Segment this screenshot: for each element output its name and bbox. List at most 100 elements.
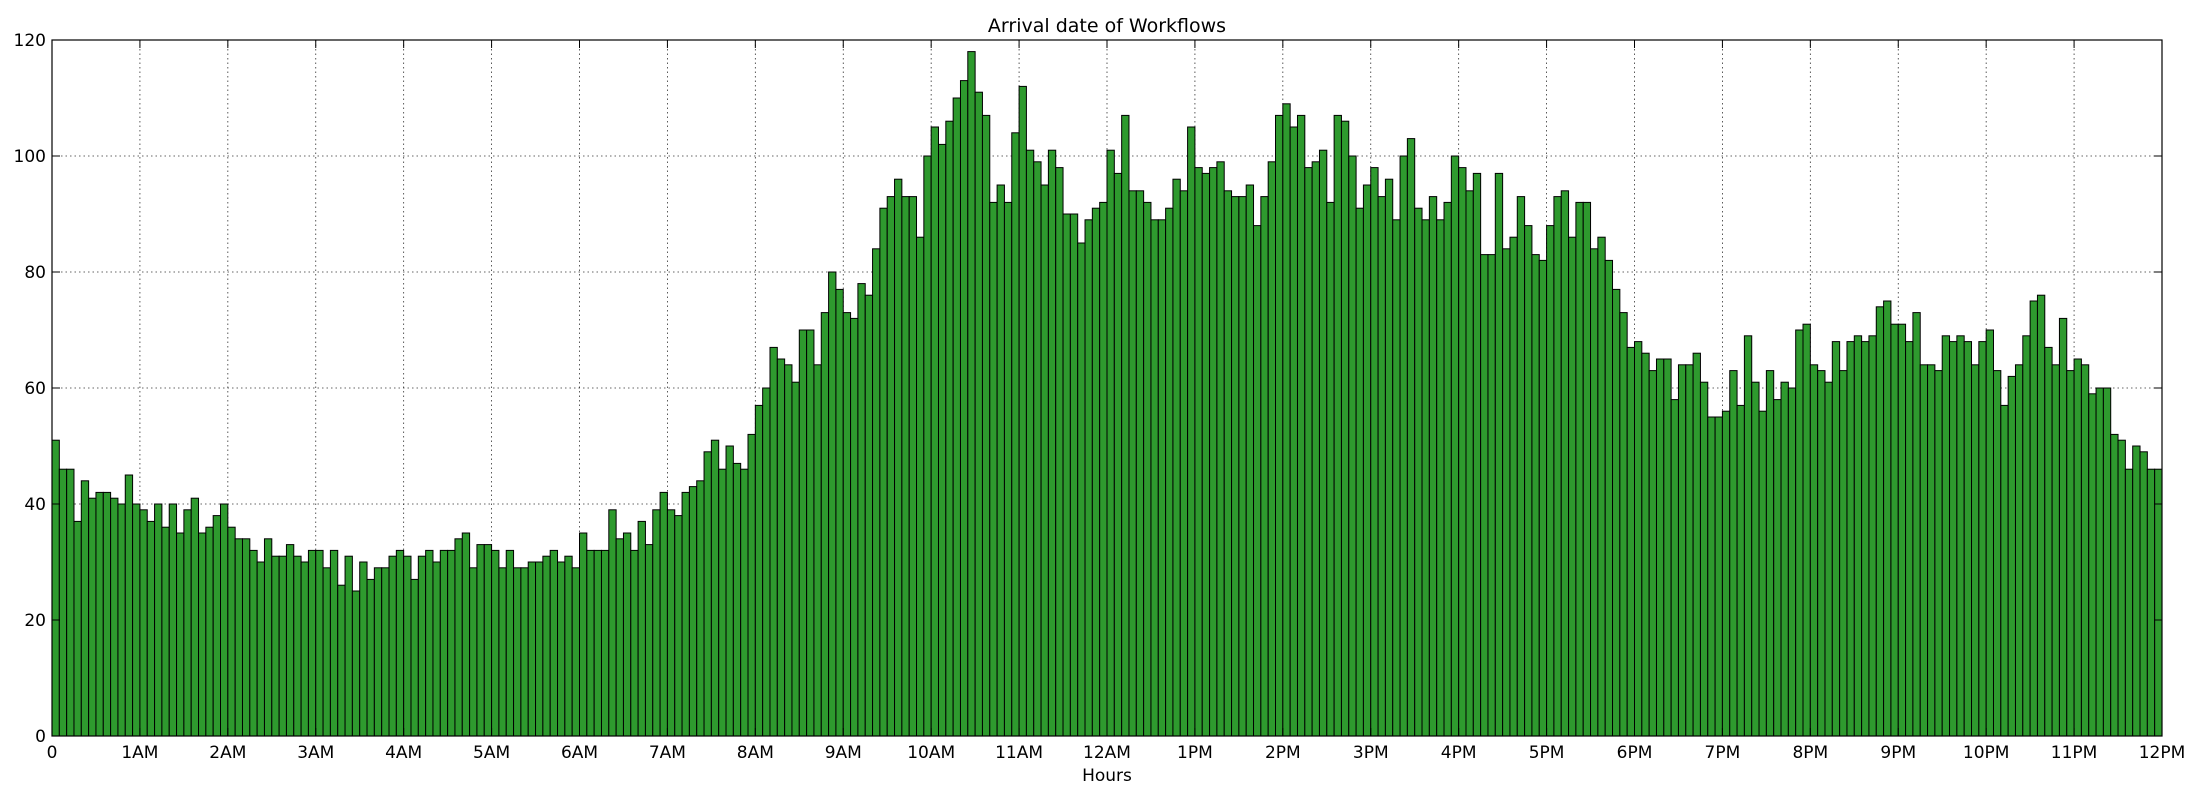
histogram-bar xyxy=(212,515,222,737)
histogram-bar xyxy=(1516,196,1526,737)
histogram-bar xyxy=(1758,410,1767,737)
histogram-bar xyxy=(425,549,434,737)
y-tick-label: 0 xyxy=(35,727,46,747)
histogram-bar xyxy=(1685,364,1694,737)
histogram-bar xyxy=(1919,364,1929,737)
histogram-bar xyxy=(1802,323,1811,737)
histogram-bar xyxy=(88,497,97,737)
histogram-bar xyxy=(1751,381,1760,737)
histogram-bar xyxy=(652,509,661,737)
histogram-bar xyxy=(1084,219,1093,737)
histogram-bar xyxy=(1612,288,1621,737)
histogram-bar xyxy=(732,462,742,737)
x-tick-label: 1PM xyxy=(1177,743,1213,763)
histogram-bar xyxy=(95,491,104,737)
histogram-bar xyxy=(637,520,646,737)
histogram-bar xyxy=(1113,172,1123,737)
histogram-bar xyxy=(1472,172,1482,737)
histogram-bar xyxy=(1245,184,1255,737)
histogram-bar xyxy=(1282,103,1291,737)
histogram-bar xyxy=(491,549,500,737)
x-tick-label: 0 xyxy=(47,743,58,763)
histogram-bar xyxy=(110,497,119,737)
x-tick-label: 3PM xyxy=(1353,743,1389,763)
histogram-bar xyxy=(1824,381,1833,737)
histogram-bar xyxy=(1450,155,1460,737)
histogram-bar xyxy=(1619,312,1628,737)
histogram-bar xyxy=(359,561,368,737)
histogram-bar xyxy=(1560,190,1570,737)
histogram-bar xyxy=(1311,161,1320,737)
histogram-bar xyxy=(630,549,639,737)
histogram-bar xyxy=(461,532,471,737)
histogram-bar xyxy=(1494,172,1504,737)
histogram-bar xyxy=(1062,213,1071,737)
histogram-bar xyxy=(1143,201,1152,737)
histogram-bars xyxy=(51,51,2163,737)
histogram-bar xyxy=(2088,393,2097,737)
histogram-bar xyxy=(1047,149,1057,737)
x-tick-label: 6AM xyxy=(561,743,598,763)
histogram-bar xyxy=(1927,364,1936,737)
y-tick-label: 80 xyxy=(24,263,46,283)
histogram-bar xyxy=(1033,161,1042,737)
histogram-bar xyxy=(271,555,280,737)
x-axis-label: Hours xyxy=(1082,766,1132,786)
histogram-bar xyxy=(784,364,793,737)
histogram-bar xyxy=(923,155,932,737)
histogram-bar xyxy=(850,317,859,737)
histogram-bar xyxy=(2132,445,2141,737)
x-tick-label: 9AM xyxy=(825,743,862,763)
histogram-bar xyxy=(80,480,90,737)
histogram-bar xyxy=(1040,184,1049,737)
x-tick-label: 11AM xyxy=(995,743,1043,763)
histogram-bar xyxy=(498,567,507,737)
histogram-bar xyxy=(1121,114,1130,737)
histogram-bar xyxy=(937,143,947,737)
histogram-bar xyxy=(703,451,712,737)
x-tick-label: 9PM xyxy=(1880,743,1916,763)
x-tick-label: 1AM xyxy=(121,743,158,763)
histogram-bar xyxy=(351,590,361,737)
histogram-bar xyxy=(1209,167,1218,737)
histogram-bar xyxy=(2022,335,2031,737)
histogram-bar xyxy=(1817,370,1826,737)
histogram-bar xyxy=(256,561,265,737)
histogram-bar xyxy=(403,555,412,737)
histogram-bar xyxy=(102,491,112,737)
histogram-bar xyxy=(1524,225,1533,737)
axis-ticks xyxy=(51,39,2163,737)
histogram-bar xyxy=(908,196,918,737)
histogram-bar xyxy=(520,567,529,737)
histogram-bar xyxy=(527,561,537,737)
histogram-bar xyxy=(1157,219,1167,737)
histogram-bar xyxy=(1187,126,1196,737)
histogram-bar xyxy=(1729,370,1738,737)
histogram-bar xyxy=(1025,149,1035,737)
histogram-bar xyxy=(820,312,830,737)
histogram-bar xyxy=(1971,364,1980,737)
histogram-bar xyxy=(1069,213,1079,737)
histogram-bar xyxy=(1890,323,1899,737)
histogram-bar xyxy=(483,544,493,737)
histogram-bar xyxy=(307,549,317,737)
histogram-bar xyxy=(205,526,214,737)
histogram-bar xyxy=(344,555,353,737)
histogram-bar xyxy=(139,509,148,737)
histogram-bar xyxy=(1260,196,1269,737)
histogram-bar xyxy=(1384,178,1394,737)
histogram-bar xyxy=(1597,236,1606,737)
histogram-bar xyxy=(1692,352,1701,737)
histogram-bar xyxy=(952,97,961,737)
histogram-bar xyxy=(1934,370,1943,737)
histogram-bar xyxy=(740,468,749,737)
histogram-bar xyxy=(813,364,822,737)
histogram-bar xyxy=(241,538,251,737)
x-tick-label: 7PM xyxy=(1705,743,1741,763)
histogram-bar xyxy=(469,567,478,737)
histogram-bar xyxy=(1590,248,1599,737)
histogram-bar xyxy=(600,549,610,737)
histogram-bar xyxy=(1773,399,1782,737)
histogram-bar xyxy=(366,578,375,737)
